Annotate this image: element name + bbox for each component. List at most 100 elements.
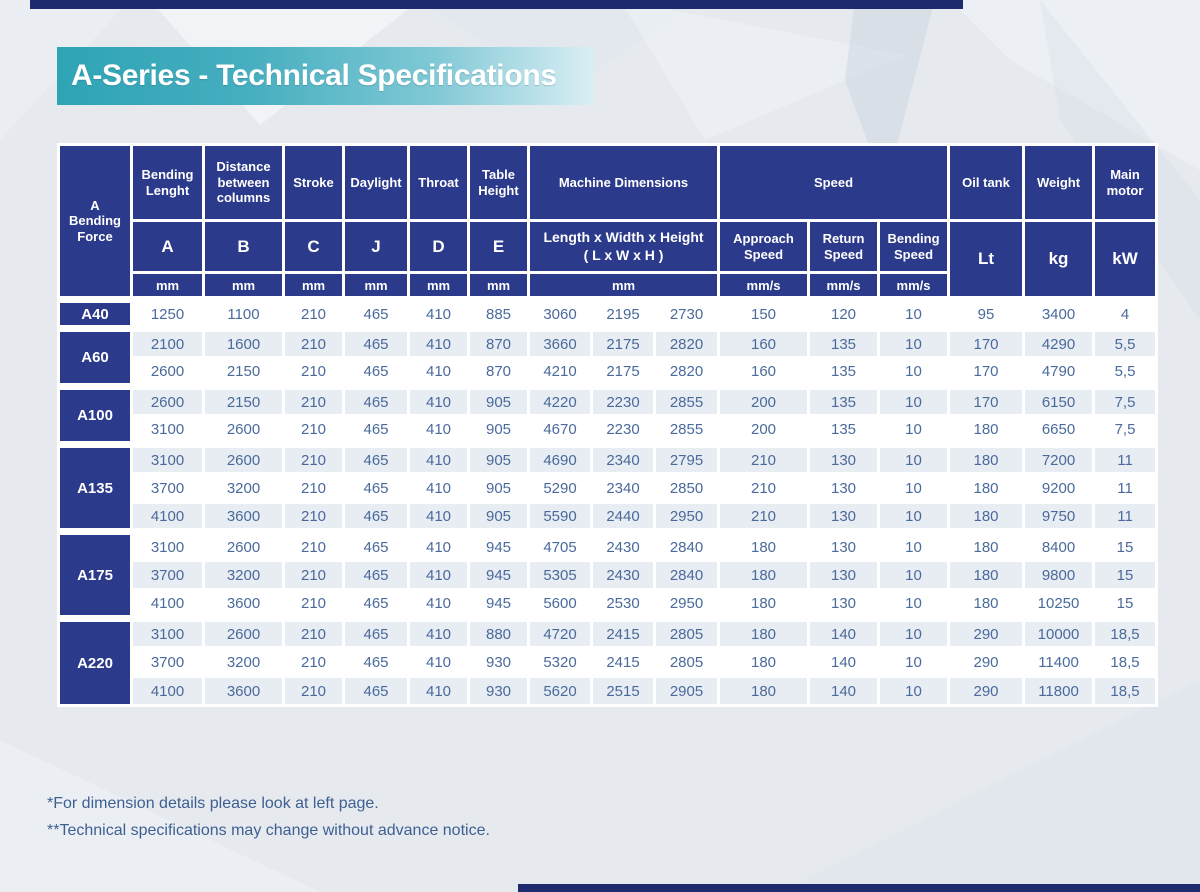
table-row: 4100 3600 210 465 410 945 5600 2530 2950 180 130 10… xyxy=(59,588,1159,620)
spec-cell: 210 xyxy=(282,356,345,388)
spec-cell: 120 xyxy=(807,296,881,330)
letter-j: J xyxy=(342,219,410,274)
corner-header: A Bending Force xyxy=(57,143,133,301)
spec-cell: 290 xyxy=(947,675,1026,707)
spec-cell: 8400 xyxy=(1022,528,1096,562)
spec-cell: 18,5 xyxy=(1092,615,1159,649)
spec-cell: 465 xyxy=(342,615,410,649)
spec-cell: 180 xyxy=(717,528,811,562)
spec-cell: 210 xyxy=(282,588,345,620)
unit-mm: mm xyxy=(282,271,345,301)
unit-mm: mm xyxy=(342,271,410,301)
col-header-machine-dimensions: Machine Dimensions xyxy=(526,143,721,222)
spec-cell: 11 xyxy=(1092,472,1159,504)
spec-cell: 465 xyxy=(342,528,410,562)
spec-cell: 2600 xyxy=(202,615,285,649)
spec-cell: 2950 xyxy=(652,501,721,533)
spec-cell: 10 xyxy=(877,675,951,707)
spec-cell: 4210 xyxy=(527,356,593,388)
spec-cell: 3660 xyxy=(527,325,593,359)
spec-cell: 2840 xyxy=(652,559,721,591)
spec-cell: 10 xyxy=(877,441,951,475)
spec-cell: 2230 xyxy=(590,383,656,417)
col-header-oil-tank: Oil tank xyxy=(947,143,1026,222)
spec-cell: 410 xyxy=(407,615,470,649)
spec-cell: 2840 xyxy=(652,528,721,562)
spec-cell: 10000 xyxy=(1022,615,1096,649)
spec-cell: 210 xyxy=(282,325,345,359)
spec-cell: 5,5 xyxy=(1092,356,1159,388)
spec-cell: 210 xyxy=(282,646,345,678)
spec-cell: 5600 xyxy=(527,588,593,620)
spec-cell: 130 xyxy=(807,441,881,475)
header-row-units: mm mm mm mm mm mm mm mm/s mm/s mm/s xyxy=(59,271,1157,301)
spec-cell: 130 xyxy=(807,501,881,533)
spec-cell: 3100 xyxy=(130,528,205,562)
approach-speed-header: Approach Speed xyxy=(717,219,811,274)
spec-cell: 4 xyxy=(1092,296,1159,330)
spec-cell: 3060 xyxy=(527,296,593,330)
spec-cell: 5620 xyxy=(527,675,593,707)
spec-cell: 10 xyxy=(877,383,951,417)
col-header-daylight: Daylight xyxy=(342,143,410,222)
spec-cell: 10 xyxy=(877,588,951,620)
spec-cell: 465 xyxy=(342,646,410,678)
spec-cell: 210 xyxy=(282,296,345,330)
spec-cell: 945 xyxy=(467,528,530,562)
letter-a: A xyxy=(130,219,205,274)
spec-cell: 930 xyxy=(467,675,530,707)
spec-cell: 180 xyxy=(717,675,811,707)
letter-b: B xyxy=(202,219,285,274)
spec-cell: 2415 xyxy=(590,615,656,649)
table-row: 4100 3600 210 465 410 905 5590 2440 2950 210 130 10… xyxy=(59,501,1159,533)
spec-cell: 10 xyxy=(877,559,951,591)
spec-cell: 5590 xyxy=(527,501,593,533)
spec-cell: 3700 xyxy=(130,472,205,504)
spec-cell: 10 xyxy=(877,472,951,504)
spec-cell: 130 xyxy=(807,528,881,562)
spec-cell: 2100 xyxy=(130,325,205,359)
spec-cell: 3400 xyxy=(1022,296,1096,330)
table-row: 3700 3200 210 465 410 905 5290 2340 2850 210 130 10… xyxy=(59,472,1159,504)
table-row: A220 3100 2600 210 465 410 880 4720 2415 2805 180 1… xyxy=(57,615,1159,707)
spec-cell: 290 xyxy=(947,615,1026,649)
spec-cell: 2150 xyxy=(202,383,285,417)
spec-cell: 410 xyxy=(407,296,470,330)
weight-unit: kg xyxy=(1022,219,1096,301)
spec-cell: 11 xyxy=(1092,441,1159,475)
spec-cell: 3600 xyxy=(202,675,285,707)
spec-cell: 10 xyxy=(877,325,951,359)
oil-tank-unit: Lt xyxy=(947,219,1026,301)
spec-cell: 410 xyxy=(407,472,470,504)
unit-mm: mm xyxy=(407,271,470,301)
letter-d: D xyxy=(407,219,470,274)
col-header-main-motor: Main motor xyxy=(1092,143,1159,222)
spec-cell: 10 xyxy=(877,414,951,446)
spec-cell: 180 xyxy=(717,646,811,678)
spec-cell: 4790 xyxy=(1022,356,1096,388)
spec-cell: 1100 xyxy=(202,296,285,330)
row-label-a175: A175 xyxy=(57,528,133,620)
spec-cell: 210 xyxy=(282,414,345,446)
spec-cell: 905 xyxy=(467,472,530,504)
spec-cell: 180 xyxy=(947,472,1026,504)
spec-cell: 150 xyxy=(717,296,811,330)
spec-cell: 180 xyxy=(717,615,811,649)
spec-cell: 5305 xyxy=(527,559,593,591)
row-label-a60: A60 xyxy=(57,325,133,388)
spec-cell: 160 xyxy=(717,325,811,359)
spec-cell: 2600 xyxy=(202,528,285,562)
table-row: A40 1250 1100 210 465 410 885 3060 2195 2730 150 12… xyxy=(57,296,1159,330)
spec-cell: 465 xyxy=(342,441,410,475)
spec-cell: 410 xyxy=(407,414,470,446)
col-header-bending-lenght: Bending Lenght xyxy=(130,143,205,222)
spec-cell: 410 xyxy=(407,559,470,591)
spec-cell: 410 xyxy=(407,675,470,707)
spec-cell: 945 xyxy=(467,588,530,620)
unit-mm: mm xyxy=(526,271,721,301)
spec-cell: 7,5 xyxy=(1092,383,1159,417)
spec-cell: 3600 xyxy=(202,501,285,533)
spec-cell: 200 xyxy=(717,414,811,446)
spec-cell: 9200 xyxy=(1022,472,1096,504)
main-motor-unit: kW xyxy=(1092,219,1159,301)
